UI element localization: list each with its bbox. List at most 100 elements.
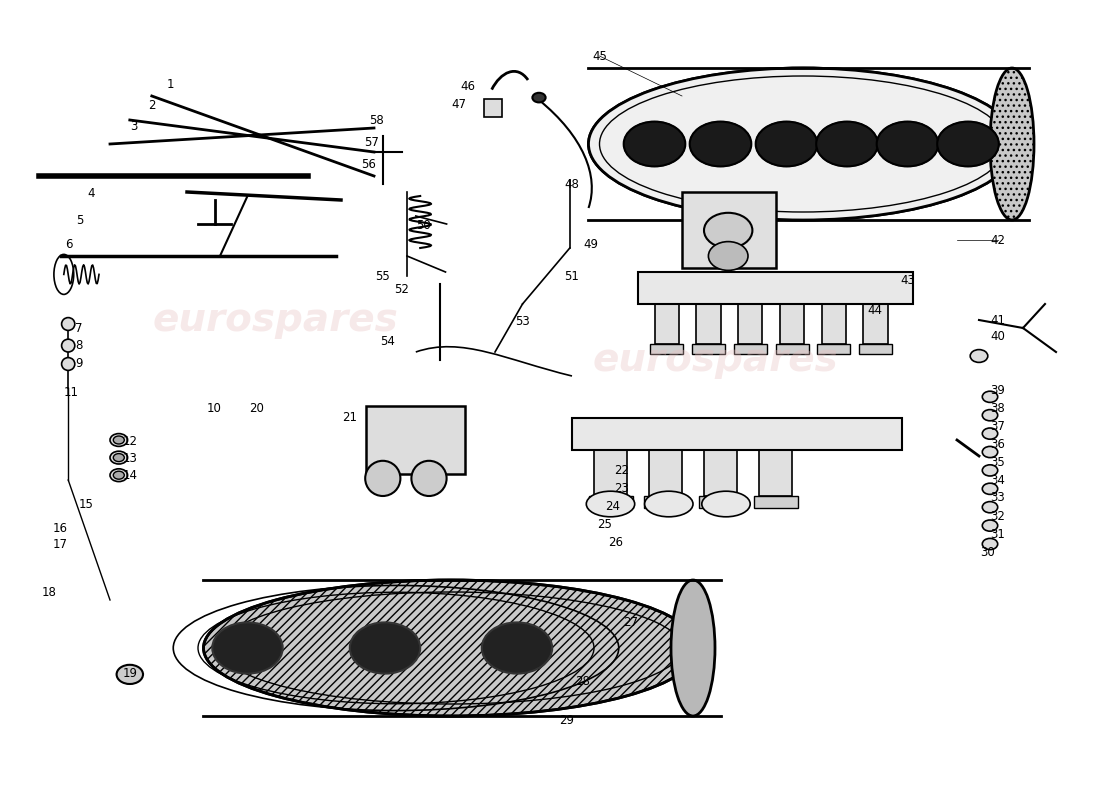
Text: 23: 23 [614,482,629,494]
Bar [594,444,627,496]
Ellipse shape [982,520,998,531]
Ellipse shape [532,93,546,102]
Bar [638,272,913,304]
Ellipse shape [113,471,124,479]
Bar [759,444,792,496]
Text: 27: 27 [623,616,638,629]
Text: 45: 45 [592,50,607,62]
Text: 44: 44 [867,304,882,317]
Text: 7: 7 [76,322,82,334]
Text: 36: 36 [990,438,1005,450]
Text: 22: 22 [614,464,629,477]
Text: 55: 55 [375,270,390,282]
Text: 48: 48 [564,178,580,190]
Ellipse shape [350,622,420,674]
Text: 3: 3 [131,120,138,133]
Text: 52: 52 [394,283,409,296]
Ellipse shape [990,68,1034,220]
Text: 17: 17 [53,538,68,550]
Ellipse shape [671,580,715,716]
Bar [682,192,776,268]
Text: 9: 9 [76,357,82,370]
Text: 33: 33 [990,491,1005,504]
Text: 32: 32 [990,510,1005,522]
Circle shape [624,122,685,166]
Text: 29: 29 [559,714,574,726]
Text: 46: 46 [460,80,475,93]
Ellipse shape [204,580,698,716]
Ellipse shape [982,428,998,439]
Text: 25: 25 [597,518,613,530]
Bar [366,406,465,474]
Ellipse shape [816,122,878,166]
Ellipse shape [110,451,128,464]
Ellipse shape [62,339,75,352]
Text: 4: 4 [88,187,95,200]
Text: 10: 10 [207,402,222,414]
Ellipse shape [117,665,143,684]
Text: 54: 54 [379,335,395,348]
Circle shape [756,122,817,166]
Bar [698,496,742,508]
Ellipse shape [702,491,750,517]
Text: 18: 18 [42,586,57,598]
Bar [734,344,767,354]
Bar [704,444,737,496]
Ellipse shape [982,502,998,513]
Ellipse shape [982,446,998,458]
Text: 40: 40 [990,330,1005,342]
Text: 42: 42 [990,234,1005,246]
Text: 13: 13 [122,452,138,465]
Ellipse shape [982,465,998,476]
Ellipse shape [62,318,75,330]
Bar [644,496,688,508]
Text: 47: 47 [451,98,466,110]
Text: 38: 38 [990,402,1005,414]
Bar [817,344,850,354]
Circle shape [937,122,999,166]
Text: 35: 35 [990,456,1005,469]
Ellipse shape [588,68,1018,220]
Ellipse shape [588,68,1018,220]
Text: 34: 34 [990,474,1005,486]
Bar [572,418,902,450]
Text: 14: 14 [122,469,138,482]
Ellipse shape [365,461,400,496]
Bar [650,344,683,354]
Text: 12: 12 [122,435,138,448]
Bar [654,300,679,344]
Ellipse shape [113,436,124,444]
Text: 1: 1 [167,78,174,90]
Bar [754,496,798,508]
Ellipse shape [411,461,447,496]
Bar [864,300,888,344]
Ellipse shape [645,491,693,517]
Ellipse shape [982,538,998,550]
Bar [859,344,892,354]
Bar [738,300,762,344]
Text: 53: 53 [515,315,530,328]
Ellipse shape [690,122,751,166]
Text: 28: 28 [575,675,591,688]
Ellipse shape [110,434,128,446]
Text: 51: 51 [564,270,580,282]
Text: eurospares: eurospares [152,301,398,339]
Text: 49: 49 [583,238,598,250]
Bar [776,344,808,354]
Ellipse shape [624,122,685,166]
Text: 6: 6 [66,238,73,250]
Bar [692,344,725,354]
Ellipse shape [62,358,75,370]
Text: 26: 26 [608,536,624,549]
Circle shape [877,122,938,166]
Ellipse shape [704,213,752,248]
Text: 56: 56 [361,158,376,170]
Bar [588,496,632,508]
Bar [780,300,804,344]
Bar [649,444,682,496]
Ellipse shape [110,469,128,482]
Text: 37: 37 [990,420,1005,433]
Circle shape [816,122,878,166]
Ellipse shape [212,622,283,674]
Text: 5: 5 [77,214,84,226]
